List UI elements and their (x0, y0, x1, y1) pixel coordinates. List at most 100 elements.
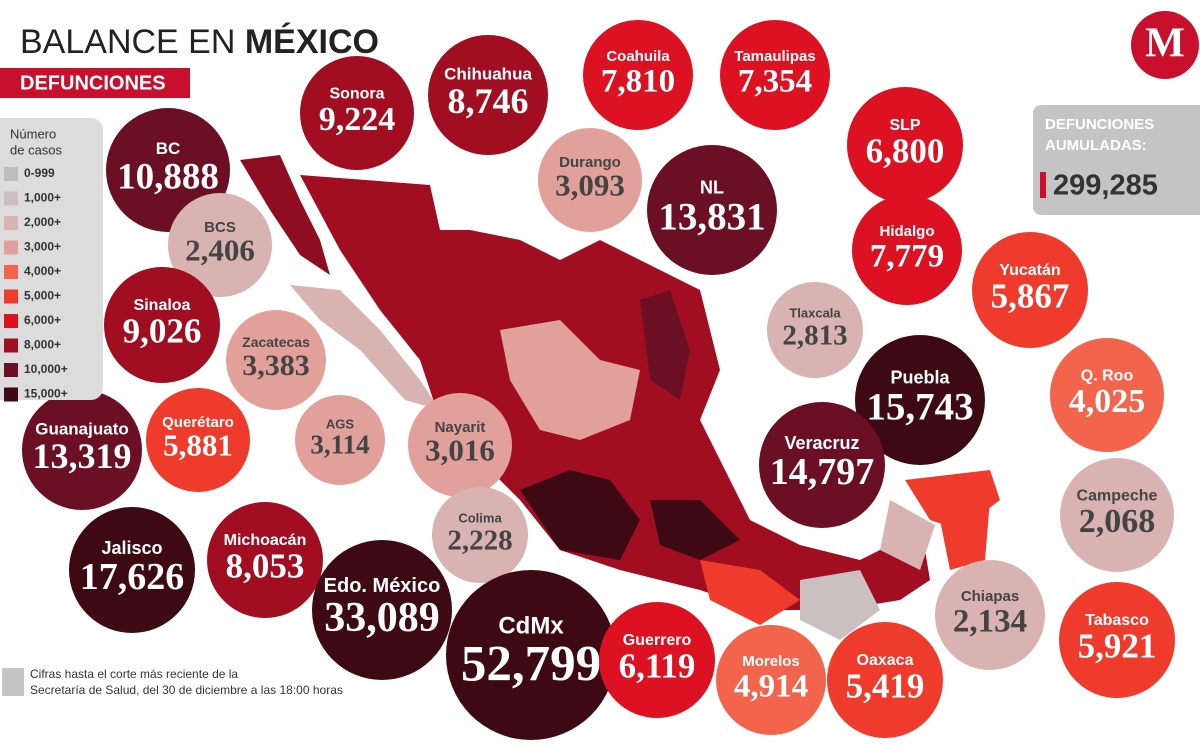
state-name: Zacatecas (242, 334, 310, 350)
state-bubble (583, 20, 693, 130)
state-value: 3,114 (310, 429, 369, 459)
legend-swatch (4, 265, 18, 279)
total-value: 299,285 (1053, 170, 1158, 202)
state-name: Coahuila (606, 48, 670, 65)
state-name: Chihuahua (444, 65, 532, 84)
state-bubble (104, 267, 220, 383)
state-value: 13,319 (33, 436, 132, 476)
state-value: 7,354 (738, 63, 812, 99)
legend-swatch (4, 240, 18, 255)
state-value: 5,921 (1078, 626, 1157, 665)
state-name: Michoacán (224, 532, 307, 549)
state-bubble (847, 87, 963, 203)
legend-title: de casos (10, 142, 63, 157)
map-region (520, 470, 640, 560)
state-value: 14,797 (770, 451, 875, 493)
legend-label: 10,000+ (24, 362, 68, 376)
map (240, 155, 1000, 640)
state-name: Q. Roo (1081, 367, 1134, 384)
state-name: Guerrero (623, 632, 692, 649)
state-value: 9,224 (319, 101, 396, 138)
state-name: Chiapas (961, 588, 1019, 605)
legend-swatch (4, 338, 18, 353)
state-name: Tlaxcala (789, 306, 841, 321)
state-bubble (69, 507, 195, 633)
state-name: Durango (559, 154, 621, 171)
map-region (880, 500, 935, 570)
state-bubble (759, 402, 885, 528)
state-bubble (852, 195, 962, 305)
subtitle: DEFUNCIONES (20, 72, 166, 94)
state-bubble (207, 502, 323, 618)
map-region (700, 560, 800, 625)
state-value: 2,068 (1079, 503, 1156, 540)
state-bubble (538, 128, 642, 232)
state-value: 7,810 (601, 63, 675, 99)
state-name: Yucatán (999, 262, 1060, 279)
state-value: 4,025 (1069, 383, 1146, 420)
state-name: Nayarit (435, 419, 486, 436)
map-region (290, 285, 440, 410)
state-name: Edo. México (324, 575, 441, 597)
state-value: 6,119 (619, 646, 696, 685)
state-value: 2,228 (447, 524, 512, 556)
state-value: 5,419 (846, 666, 925, 705)
state-bubble (647, 145, 777, 275)
state-bubble (226, 310, 326, 410)
state-value: 13,831 (658, 195, 765, 238)
state-name: SLP (889, 117, 920, 134)
state-value: 17,626 (80, 556, 185, 598)
state-name: Veracruz (784, 433, 859, 453)
state-bubble (1060, 458, 1174, 572)
map-region (650, 500, 740, 560)
state-name: Puebla (890, 367, 950, 387)
legend-swatch (4, 191, 18, 206)
state-name: NL (700, 177, 724, 197)
state-name: Tabasco (1085, 612, 1149, 629)
logo (1131, 11, 1199, 79)
map-region (240, 155, 330, 275)
state-value: 5,867 (991, 276, 1070, 315)
state-bubble (855, 335, 985, 465)
state-name: AGS (326, 417, 355, 432)
state-name: Morelos (742, 653, 800, 670)
footnote-mark (2, 668, 24, 696)
legend-box (0, 118, 103, 400)
footnote: Cifras hasta el corte más reciente de la (30, 667, 238, 681)
state-bubble (22, 390, 142, 510)
state-bubble (827, 622, 943, 738)
state-bubble (972, 232, 1088, 348)
state-bubble (428, 35, 548, 155)
legend-label: 8,000+ (24, 338, 61, 352)
state-bubble (295, 395, 385, 485)
state-name: Sonora (329, 85, 384, 102)
map-region (940, 500, 990, 570)
total-label: AUMULADAS: (1045, 137, 1147, 154)
state-value: 5,881 (163, 427, 233, 462)
legend-swatch (4, 289, 18, 304)
state-name: Hidalgo (880, 223, 935, 240)
state-bubble (716, 625, 826, 735)
state-name: CdMx (498, 612, 564, 639)
state-value: 2,813 (782, 319, 847, 351)
state-bubble (446, 570, 616, 740)
state-bubble (146, 388, 250, 492)
state-value: 10,888 (117, 156, 219, 197)
legend-label: 3,000+ (24, 240, 61, 254)
state-name: Campeche (1077, 487, 1158, 504)
state-bubble (935, 560, 1045, 670)
state-name: BCS (204, 219, 236, 236)
legend-swatch (4, 387, 18, 402)
state-value: 4,914 (734, 668, 808, 704)
legend-label: 6,000+ (24, 313, 61, 327)
state-name: Oaxaca (857, 652, 914, 669)
map-region (500, 320, 640, 440)
state-value: 15,743 (866, 385, 973, 428)
title: BALANCE EN MÉXICO (20, 23, 379, 61)
state-bubble (1050, 338, 1164, 452)
legend-label: 4,000+ (24, 264, 61, 278)
total-accent (1040, 172, 1046, 198)
state-bubble (168, 193, 272, 297)
state-bubble (767, 282, 863, 378)
